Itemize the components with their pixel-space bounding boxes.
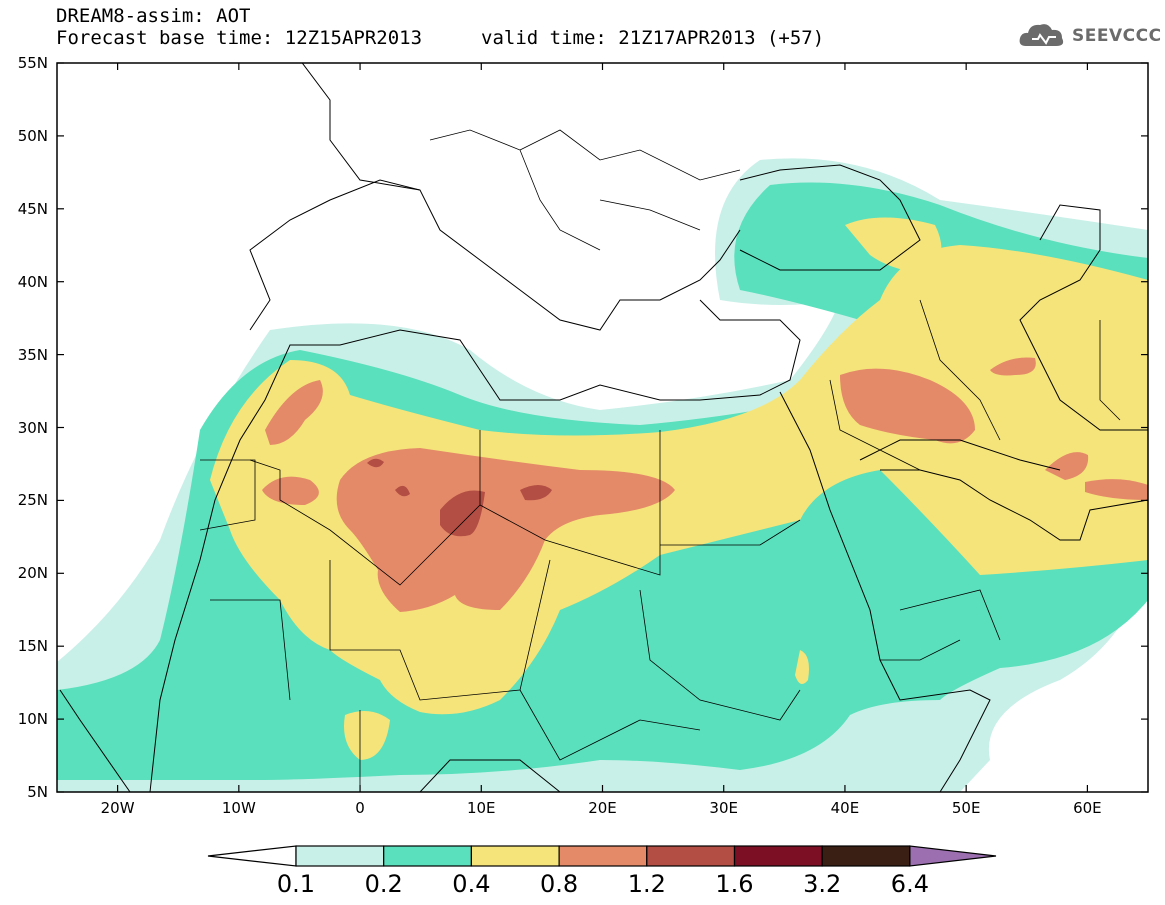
border-path (919, 299, 1001, 441)
border-path (599, 199, 701, 231)
aot-contour-1.2 (440, 490, 485, 537)
aot-contour-0.4 (845, 217, 942, 275)
border-path (829, 379, 921, 471)
colorbar-tick-1.6: 1.6 (715, 870, 754, 898)
border-path (329, 560, 521, 701)
aot-field (57, 63, 1148, 792)
border-path (210, 599, 291, 701)
aot-contour-0.4 (344, 711, 390, 760)
colorbar-tick-1.2: 1.2 (627, 870, 666, 898)
coastline-path (419, 759, 561, 792)
coastlines (59, 63, 1148, 792)
lat-label-30N: 30N (17, 418, 48, 437)
border-path (519, 559, 701, 761)
border-path (429, 129, 601, 251)
coastline-path (739, 164, 921, 271)
coastline-path (59, 689, 131, 792)
aot-contour-0.4 (795, 650, 809, 684)
aot-contour-0.8 (262, 476, 319, 505)
aot-contour-0.8 (336, 448, 675, 612)
lon-label-20E: 20E (588, 799, 617, 817)
coastline-path (301, 63, 421, 191)
border-path (1099, 320, 1121, 421)
logo-text: SEEVCCC (1072, 26, 1162, 46)
aot-contour-0.8 (840, 368, 975, 444)
colorbar-tick-0.4: 0.4 (452, 870, 491, 898)
lon-label-40E: 40E (830, 799, 860, 817)
border-path (639, 589, 801, 721)
coastline-path (149, 299, 801, 792)
map-title: DREAM8-assim: AOT (56, 5, 251, 27)
border-path (660, 519, 801, 546)
aot-contour-1.2 (395, 485, 410, 497)
lat-label-25N: 25N (17, 491, 48, 510)
base-time-text: Forecast base time: 12Z15APR2013 (56, 27, 423, 49)
forecast-base-time: Forecast base time: 12Z15APR2013 valid ti… (56, 27, 824, 49)
lat-label-35N: 35N (17, 345, 48, 364)
seevccc-logo: SEEVCCC (1018, 20, 1161, 56)
coastline-path (249, 179, 741, 331)
lon-label-10E: 10E (466, 799, 496, 817)
aot-contour-1.2 (520, 485, 552, 501)
colorbar-tick-0.1: 0.1 (276, 870, 316, 898)
border-path (199, 459, 256, 531)
lat-label-50N: 50N (17, 126, 48, 145)
colorbar-tick-6.4: 6.4 (890, 870, 929, 898)
lat-label-55N: 55N (17, 54, 48, 72)
border-path (519, 129, 741, 181)
valid-time-text: valid time: 21Z17APR2013 (+57) (481, 27, 825, 49)
border-path (899, 589, 1001, 641)
aot-contour-0.8 (265, 380, 323, 445)
colorbar-tick-0.8: 0.8 (540, 870, 579, 898)
aot-contour-1.2 (367, 458, 384, 468)
border-path (479, 430, 661, 576)
coastline-path (880, 469, 1148, 541)
cloud-logo-icon (1019, 24, 1064, 46)
border-path (880, 639, 961, 661)
coastline-path (1019, 204, 1148, 431)
lon-label-10W: 10W (221, 799, 256, 817)
country-borders (199, 129, 1121, 790)
lon-label-20W: 20W (100, 799, 135, 817)
lat-label-20N: 20N (17, 564, 48, 583)
aot-contour-0.8 (990, 357, 1036, 376)
aot-contour-0.8 (1045, 452, 1089, 480)
lat-label-5N: 5N (27, 783, 48, 801)
colorbar-tick-0.2: 0.2 (364, 870, 403, 898)
lat-label-15N: 15N (17, 637, 48, 656)
lon-label-30E: 30E (709, 799, 738, 817)
axis-ticks (57, 62, 1148, 793)
aot-contour-0.8 (1085, 479, 1148, 500)
coastline-path (859, 439, 1061, 471)
lon-label-50E: 50E (951, 799, 981, 817)
colorbar-tick-3.2: 3.2 (803, 870, 842, 898)
lat-label-45N: 45N (17, 199, 48, 218)
lon-label-0: 0 (355, 799, 365, 817)
lat-label-10N: 10N (17, 710, 48, 729)
lon-label-60E: 60E (1073, 799, 1102, 817)
lat-label-40N: 40N (17, 272, 48, 291)
